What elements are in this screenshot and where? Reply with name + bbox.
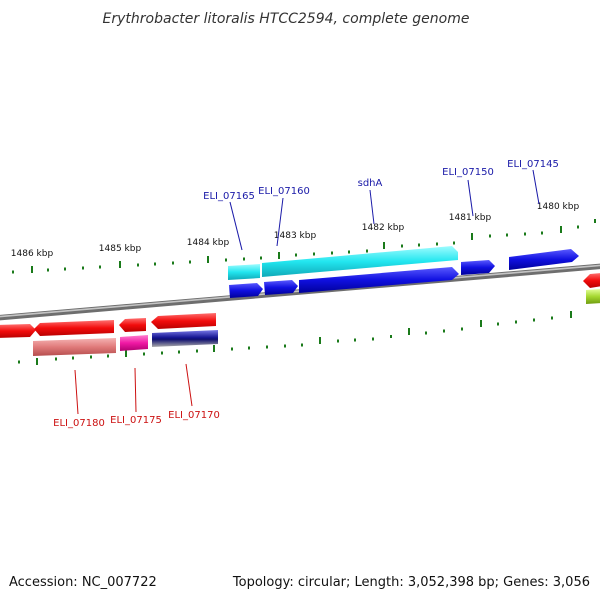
kbp-label: 1485 kbp xyxy=(99,244,142,254)
forward-gene-labels: ELI_07165 ELI_07160 sdhA ELI_07150 ELI_0… xyxy=(203,159,559,202)
kbp-label: 1483 kbp xyxy=(274,231,317,241)
gene-arrow-eli-07160-cds[interactable] xyxy=(264,280,298,295)
gene-block-eli-07165[interactable] xyxy=(228,264,260,280)
lower-ticks xyxy=(18,311,572,365)
kbp-label: 1480 kbp xyxy=(537,202,580,212)
gene-block-edge[interactable] xyxy=(586,289,600,304)
gene-arrow-eli-07170-cds[interactable] xyxy=(151,313,216,329)
gene-label-eli-07165[interactable]: ELI_07165 xyxy=(203,191,255,202)
gene-label-sdha[interactable]: sdhA xyxy=(358,178,383,189)
gene-label-eli-07180[interactable]: ELI_07180 xyxy=(53,418,105,429)
gene-label-eli-07150[interactable]: ELI_07150 xyxy=(442,167,494,178)
reverse-gene-row xyxy=(33,289,600,356)
forward-gene-row xyxy=(228,246,458,280)
map-title: Erythrobacter litoralis HTCC2594, comple… xyxy=(103,11,470,27)
kbp-scale-labels: 1486 kbp 1485 kbp 1484 kbp 1483 kbp 1482… xyxy=(11,202,580,259)
gene-block-eli-07160-sdha[interactable] xyxy=(262,246,458,277)
gene-block-eli-07175[interactable] xyxy=(120,335,148,351)
kbp-label: 1486 kbp xyxy=(11,249,54,259)
kbp-label: 1481 kbp xyxy=(449,213,492,223)
gene-label-eli-07175[interactable]: ELI_07175 xyxy=(110,415,162,426)
accession-text: Accession: NC_007722 xyxy=(9,575,157,590)
forward-cds-row xyxy=(229,249,579,298)
reverse-label-leaders xyxy=(74,363,193,415)
gene-label-eli-07145[interactable]: ELI_07145 xyxy=(507,159,559,170)
gene-arrow-eli-07150-cds[interactable] xyxy=(461,260,495,275)
gene-arrow-eli-07180-cds[interactable] xyxy=(0,324,36,338)
kbp-label: 1484 kbp xyxy=(187,238,230,248)
gene-arrow-edge-cds[interactable] xyxy=(583,273,600,288)
forward-label-leaders xyxy=(229,169,540,251)
gene-label-eli-07170[interactable]: ELI_07170 xyxy=(168,410,220,421)
genome-summary-text: Topology: circular; Length: 3,052,398 bp… xyxy=(232,575,590,590)
gene-arrow-eli-07180-cds-2[interactable] xyxy=(34,320,114,336)
gene-arrow-sdha-cds[interactable] xyxy=(299,267,459,293)
reverse-cds-row xyxy=(0,273,600,338)
gene-label-eli-07160[interactable]: ELI_07160 xyxy=(258,186,310,197)
reverse-gene-labels: ELI_07180 ELI_07175 ELI_07170 xyxy=(53,410,220,429)
gene-arrow-eli-07145-cds[interactable] xyxy=(509,249,579,270)
gene-arrow-eli-07165-cds[interactable] xyxy=(229,283,263,298)
gene-arrow-eli-07175-cds[interactable] xyxy=(119,318,146,332)
gene-block-eli-07170[interactable] xyxy=(152,330,218,347)
upper-ticks xyxy=(12,219,596,274)
gene-block-eli-07180[interactable] xyxy=(33,338,116,356)
kbp-label: 1482 kbp xyxy=(362,223,405,233)
